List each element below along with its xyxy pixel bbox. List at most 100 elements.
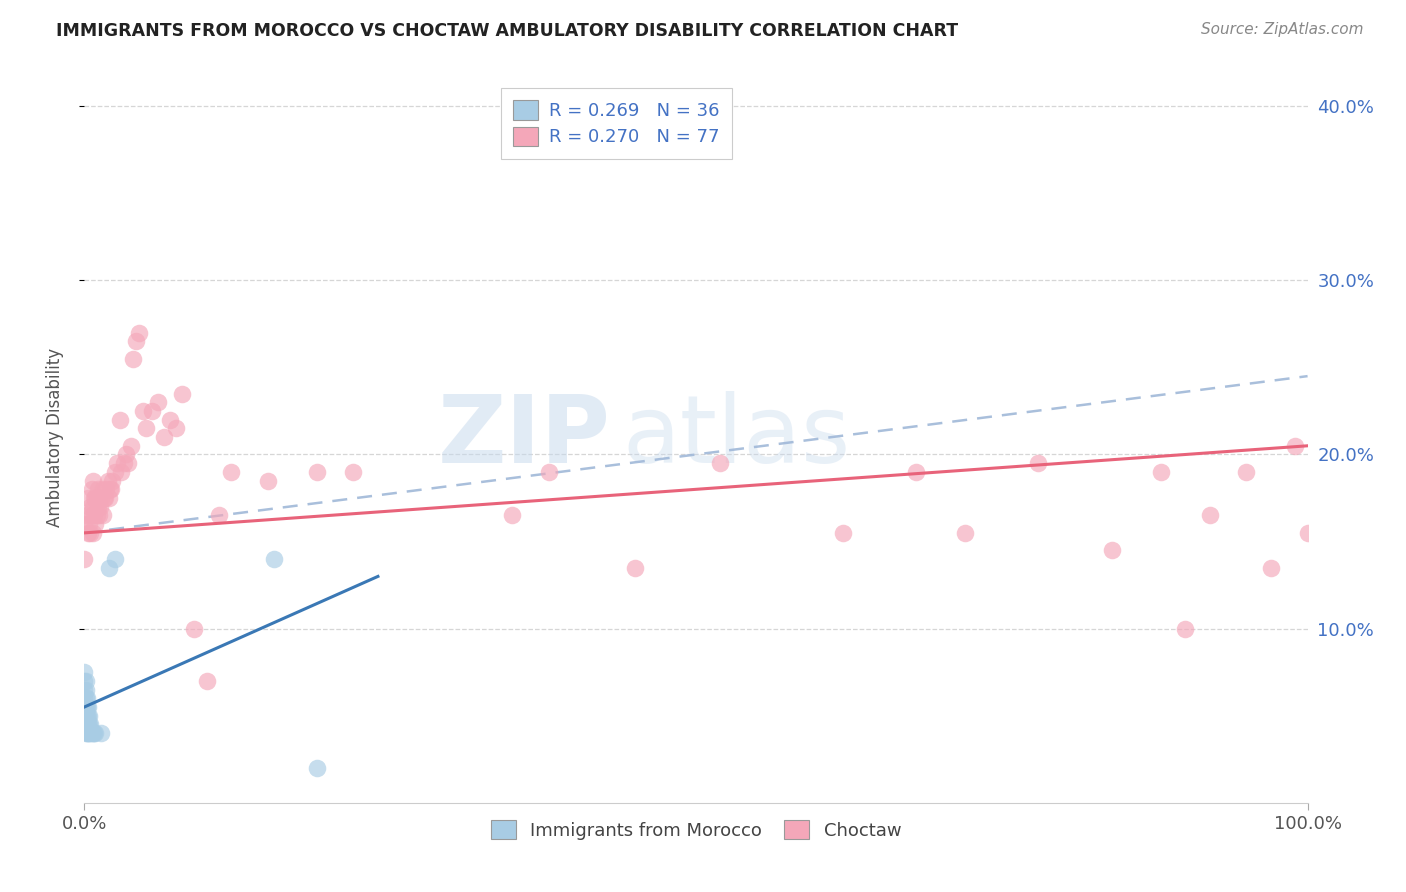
Point: [128, 326, 150, 340]
Point: [1174, 622, 1197, 636]
Point: [87, 508, 110, 523]
Point: [83, 726, 105, 740]
Point: [165, 421, 187, 435]
Point: [76, 508, 98, 523]
Point: [1284, 439, 1306, 453]
Point: [87, 483, 110, 497]
Point: [1150, 465, 1173, 479]
Point: [73, 700, 96, 714]
Point: [538, 465, 561, 479]
Point: [104, 465, 127, 479]
Point: [84, 491, 107, 505]
Point: [115, 448, 138, 462]
Point: [76, 726, 98, 740]
Point: [87, 500, 110, 514]
Point: [80, 726, 103, 740]
Point: [91, 508, 114, 523]
Point: [219, 465, 242, 479]
Point: [1198, 508, 1220, 523]
Point: [75, 708, 97, 723]
Point: [146, 395, 169, 409]
Point: [97, 560, 120, 574]
Point: [94, 491, 117, 505]
Point: [125, 334, 148, 349]
Point: [120, 439, 142, 453]
Point: [91, 483, 114, 497]
Point: [76, 717, 98, 731]
Point: [104, 552, 127, 566]
Point: [77, 717, 100, 731]
Point: [153, 430, 176, 444]
Point: [132, 404, 155, 418]
Point: [75, 682, 97, 697]
Point: [905, 465, 928, 479]
Point: [73, 708, 96, 723]
Point: [263, 552, 285, 566]
Point: [77, 708, 100, 723]
Point: [97, 491, 120, 505]
Point: [1101, 543, 1123, 558]
Point: [86, 508, 108, 523]
Point: [90, 726, 112, 740]
Point: [502, 508, 524, 523]
Point: [100, 483, 122, 497]
Point: [80, 483, 103, 497]
Point: [77, 726, 100, 740]
Point: [73, 665, 96, 680]
Text: Source: ZipAtlas.com: Source: ZipAtlas.com: [1201, 22, 1364, 37]
Text: atlas: atlas: [623, 391, 851, 483]
Point: [76, 700, 98, 714]
Point: [79, 717, 101, 731]
Y-axis label: Ambulatory Disability: Ambulatory Disability: [45, 348, 63, 526]
Point: [76, 691, 98, 706]
Point: [75, 726, 97, 740]
Point: [342, 465, 364, 479]
Text: IMMIGRANTS FROM MOROCCO VS CHOCTAW AMBULATORY DISABILITY CORRELATION CHART: IMMIGRANTS FROM MOROCCO VS CHOCTAW AMBUL…: [56, 22, 959, 40]
Point: [75, 700, 97, 714]
Point: [305, 465, 328, 479]
Point: [77, 517, 100, 532]
Point: [135, 421, 157, 435]
Point: [79, 525, 101, 540]
Text: ZIP: ZIP: [437, 391, 610, 483]
Point: [84, 726, 107, 740]
Point: [75, 673, 97, 688]
Point: [82, 525, 104, 540]
Point: [172, 386, 194, 401]
Point: [87, 491, 110, 505]
Point: [84, 517, 107, 532]
Point: [208, 508, 231, 523]
Point: [82, 474, 104, 488]
Point: [101, 474, 124, 488]
Point: [195, 673, 218, 688]
Point: [110, 465, 132, 479]
Point: [624, 560, 647, 574]
Point: [82, 500, 104, 514]
Point: [93, 491, 115, 505]
Point: [82, 726, 104, 740]
Point: [73, 517, 96, 532]
Point: [76, 708, 98, 723]
Point: [1296, 525, 1319, 540]
Legend: Immigrants from Morocco, Choctaw: Immigrants from Morocco, Choctaw: [482, 811, 910, 848]
Point: [86, 491, 108, 505]
Point: [77, 726, 100, 740]
Point: [77, 700, 100, 714]
Point: [97, 474, 120, 488]
Point: [73, 552, 96, 566]
Point: [75, 717, 97, 731]
Point: [257, 474, 280, 488]
Point: [105, 456, 128, 470]
Point: [83, 491, 105, 505]
Point: [709, 456, 731, 470]
Point: [75, 691, 97, 706]
Point: [73, 673, 96, 688]
Point: [73, 682, 96, 697]
Point: [953, 525, 976, 540]
Point: [77, 525, 100, 540]
Point: [80, 508, 103, 523]
Point: [305, 761, 328, 775]
Point: [73, 691, 96, 706]
Point: [89, 500, 111, 514]
Point: [831, 525, 853, 540]
